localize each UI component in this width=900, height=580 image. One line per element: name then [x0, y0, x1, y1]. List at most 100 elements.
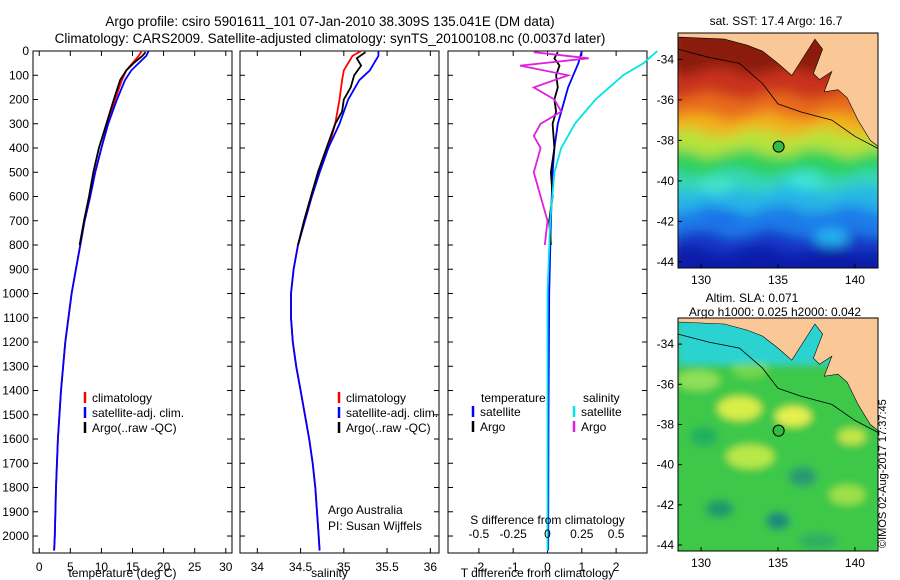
sla-blob [717, 396, 762, 421]
legend-entry: satellite [581, 405, 622, 419]
sst-map: 130 135 140 -34 -36 -38 -40 -42 -44 [657, 32, 879, 287]
sla-blob [775, 406, 812, 427]
x-tick-label: 36 [424, 560, 438, 574]
map-y-tick-label: -34 [657, 337, 675, 351]
profile-location-marker [772, 140, 785, 153]
x-tick-label: 34.5 [289, 560, 313, 574]
y-tick-label: 1900 [2, 505, 29, 519]
legend-entry: Argo(..raw -QC) [346, 421, 431, 435]
x-axis-label: salinity [311, 566, 348, 580]
map-y-tick-label: -38 [657, 133, 675, 147]
isobath-line [678, 333, 878, 433]
x-tick-label: 20 [157, 560, 171, 574]
y-tick-label: 900 [9, 262, 29, 276]
map-x-tick-label: 130 [691, 556, 711, 570]
x-tick-label: 0 [544, 560, 551, 574]
sla-map-title-line2: Argo h1000: 0.025 h2000: 0.042 [689, 305, 861, 319]
map-y-tick-label: -44 [657, 538, 675, 552]
timestamp-stamp: ©IMOS 02-Aug-2017 17:37:45 [877, 399, 889, 548]
figure-title-line2: Climatology: CARS2009. Satellite-adjuste… [54, 31, 606, 46]
y-tick-label: 300 [9, 117, 29, 131]
series-line-argo [519, 51, 589, 246]
x-axis-label: T difference from climatology [461, 566, 615, 580]
x2-tick-label: 0.25 [570, 527, 594, 541]
y-tick-label: 2000 [2, 529, 29, 543]
legend-entry: climatology [346, 391, 406, 405]
sst-band [678, 244, 878, 268]
x-tick-label: 2 [613, 560, 620, 574]
legend-entry: satellite-adj. clim. [346, 406, 438, 420]
sla-blob [705, 499, 734, 518]
map-y-tick-label: -36 [657, 377, 675, 391]
figure-title-line1: Argo profile: csiro 5901611_101 07-Jan-2… [105, 14, 555, 29]
y-tick-label: 100 [9, 68, 29, 82]
legend-difference-panel: temperaturesatelliteArgosalinitysatellit… [471, 391, 622, 434]
legend-title: salinity [583, 391, 620, 405]
y-tick-label: 400 [9, 141, 29, 155]
map-field [678, 33, 878, 268]
map-titles: sat. SST: 17.4 Argo: 16.7 Altim. SLA: 0.0… [689, 14, 861, 319]
map-x-tick-label: 135 [768, 556, 788, 570]
x-tick-label: 35.5 [375, 560, 399, 574]
profile-location-marker [772, 424, 785, 437]
sst-blob [706, 209, 743, 226]
annotation-line: Argo Australia [328, 503, 403, 517]
map-x-tick-label: 140 [845, 556, 865, 570]
land-mass [678, 33, 878, 147]
series-line-climatology [290, 50, 362, 551]
sst-blob [813, 229, 850, 246]
sla-blob [798, 532, 838, 549]
sla-blob [837, 428, 866, 445]
y-tick-label: 1400 [2, 384, 29, 398]
y-tick-label: 1300 [2, 359, 29, 373]
y-tick-label: 1000 [2, 287, 29, 301]
x2-tick-label: 0.5 [608, 527, 625, 541]
sla-blob [829, 484, 866, 505]
x-tick-label: 30 [219, 560, 233, 574]
land-mass [678, 318, 878, 431]
legend-entry: Argo(..raw -QC) [92, 421, 177, 435]
y-tick-label: 600 [9, 190, 29, 204]
x2-tick-label: -0.5 [469, 527, 490, 541]
legend-entry: climatology [92, 391, 152, 405]
panel-frame [32, 50, 233, 554]
sla-blob [726, 444, 775, 469]
map-y-tick-label: -40 [657, 174, 675, 188]
y-tick-label: 1800 [2, 481, 29, 495]
legend-entry: Argo [480, 420, 506, 434]
x-tick-label: 35 [337, 560, 351, 574]
map-x-tick-label: 140 [845, 273, 865, 287]
y-tick-label: 0 [22, 44, 29, 58]
x-tick-label: 1 [578, 560, 585, 574]
salinity-diff-axis: -0.5 -0.25 0 0.25 0.5S difference from clima… [461, 513, 625, 580]
series-line-argo---raw--qc- [297, 51, 367, 246]
sst-blob [787, 172, 824, 189]
y-tick-label: 1100 [3, 311, 29, 325]
y-tick-label: 700 [9, 214, 29, 228]
map-y-tick-label: -38 [657, 417, 675, 431]
map-y-tick-label: -34 [657, 52, 675, 66]
map-y-tick-label: -42 [657, 498, 675, 512]
map-y-tick-label: -44 [657, 255, 675, 269]
x2-tick-label: -0.25 [500, 527, 528, 541]
map-y-tick-label: -40 [657, 458, 675, 472]
annotation-line: PI: Susan Wijffels [328, 519, 422, 533]
isobath-line [678, 48, 878, 149]
sst-map-title: sat. SST: 17.4 Argo: 16.7 [710, 14, 843, 28]
y-tick-label: 1600 [2, 432, 29, 446]
y-tick-label: 1700 [2, 456, 29, 470]
legend-entry: satellite [480, 405, 521, 419]
legend-entry: Argo [581, 420, 607, 434]
x-tick-label: 5 [67, 560, 74, 574]
sst-blob [698, 176, 735, 193]
sla-blob [788, 466, 817, 487]
y-tick-label: 200 [9, 93, 29, 107]
series-line-satellite [546, 50, 658, 551]
x-tick-label: 0 [36, 560, 43, 574]
sla-map: 130 135 140 -34 -36 -38 -40 -42 -44 [657, 317, 879, 570]
map-field [678, 318, 878, 551]
sla-blob [678, 370, 720, 391]
